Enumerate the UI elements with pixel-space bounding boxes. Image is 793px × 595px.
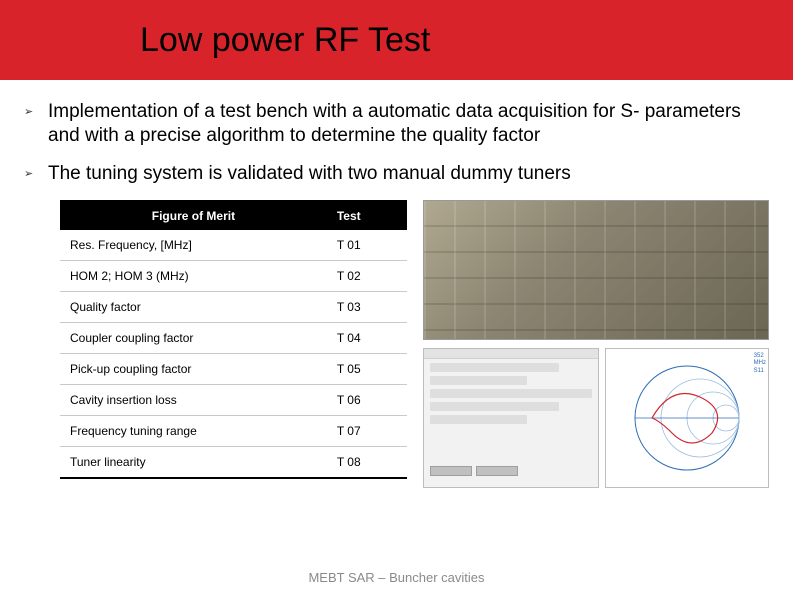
- bullet-text: The tuning system is validated with two …: [48, 162, 571, 186]
- table-row: Res. Frequency, [MHz]T 01: [60, 230, 407, 261]
- gui-panel: [423, 348, 599, 488]
- table-row: Quality factorT 03: [60, 291, 407, 322]
- slide-title: Low power RF Test: [140, 21, 430, 60]
- table-cell: T 02: [327, 260, 407, 291]
- table-cell: T 04: [327, 322, 407, 353]
- table-cell: Quality factor: [60, 291, 327, 322]
- content-area: ➢ Implementation of a test bench with a …: [0, 80, 793, 488]
- image-column: 352MHzS11: [423, 200, 770, 488]
- table-cell: Cavity insertion loss: [60, 384, 327, 415]
- table-cell: Res. Frequency, [MHz]: [60, 230, 327, 261]
- table-cell: HOM 2; HOM 3 (MHz): [60, 260, 327, 291]
- table-cell: T 08: [327, 446, 407, 478]
- table-cell: T 01: [327, 230, 407, 261]
- table-cell: Frequency tuning range: [60, 415, 327, 446]
- lower-row: Figure of Merit Test Res. Frequency, [MH…: [24, 200, 769, 488]
- table-cell: Pick-up coupling factor: [60, 353, 327, 384]
- bullet-marker-icon: ➢: [24, 100, 36, 124]
- table-cell: T 05: [327, 353, 407, 384]
- merit-table: Figure of Merit Test Res. Frequency, [MH…: [60, 200, 407, 488]
- footer-text: MEBT SAR – Buncher cavities: [0, 570, 793, 585]
- table-row: Cavity insertion lossT 06: [60, 384, 407, 415]
- table-row: Pick-up coupling factorT 05: [60, 353, 407, 384]
- smith-chart-icon: [632, 363, 742, 473]
- table-header-cell: Figure of Merit: [60, 201, 327, 230]
- table-row: Frequency tuning rangeT 07: [60, 415, 407, 446]
- table-row: HOM 2; HOM 3 (MHz)T 02: [60, 260, 407, 291]
- smith-chart-panel: 352MHzS11: [605, 348, 769, 488]
- table-row: Coupler coupling factorT 04: [60, 322, 407, 353]
- lab-photo: [423, 200, 770, 340]
- bullet-item: ➢ The tuning system is validated with tw…: [24, 162, 769, 186]
- table-header-cell: Test: [327, 201, 407, 230]
- bullet-item: ➢ Implementation of a test bench with a …: [24, 100, 769, 148]
- table-cell: T 06: [327, 384, 407, 415]
- software-panels: 352MHzS11: [423, 348, 770, 488]
- table-cell: Tuner linearity: [60, 446, 327, 478]
- table-row: Tuner linearityT 08: [60, 446, 407, 478]
- table-cell: Coupler coupling factor: [60, 322, 327, 353]
- bullet-text: Implementation of a test bench with a au…: [48, 100, 769, 148]
- table-cell: T 07: [327, 415, 407, 446]
- table-cell: T 03: [327, 291, 407, 322]
- bullet-marker-icon: ➢: [24, 162, 36, 186]
- title-bar: Low power RF Test: [0, 0, 793, 80]
